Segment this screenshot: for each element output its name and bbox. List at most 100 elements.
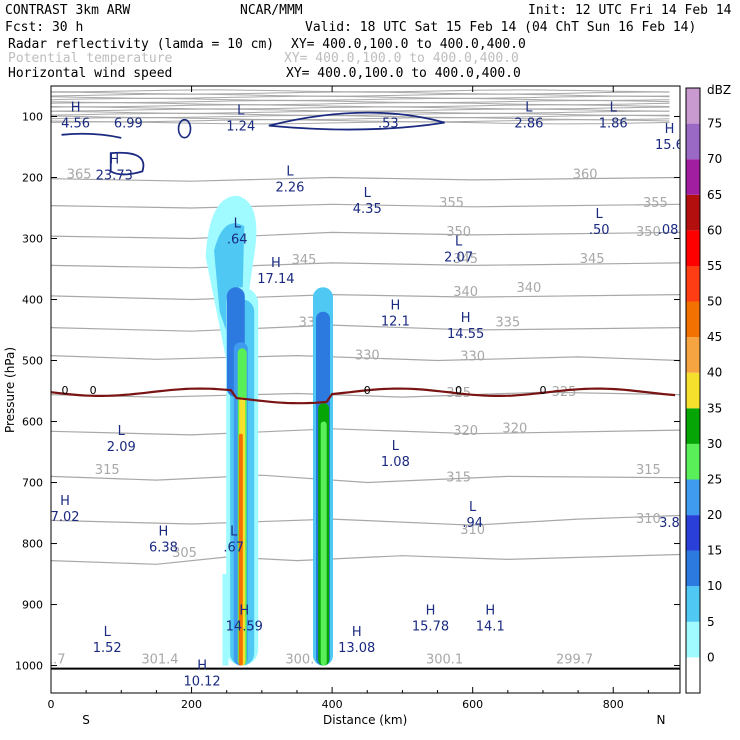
colorbar-label: 15 [707,544,722,558]
colorbar: 0 5 10 15 20 25 30 35 40 45 50 55 60 65 70 75 dBZ [685,83,731,694]
x-tick-label: 800 [603,698,624,711]
colorbar-label: 25 [707,472,722,486]
freezing-level-label: 0 [62,384,69,397]
y-axis-label: Pressure (hPa) [3,347,17,433]
theta-label: 335 [495,315,520,330]
theta-contour-360 [51,176,680,182]
wind-extremum-value: 17.14 [257,272,294,287]
wind-extremum-value: 14.1 [476,620,505,635]
colorbar-swatch [686,301,700,338]
colorbar-swatch [686,88,700,124]
freezing-level-label: 0 [455,384,462,397]
colorbar-label: 75 [707,117,722,131]
colorbar-swatch [686,479,700,516]
wind-extremum-value: 7.02 [51,510,80,525]
theta-bottom-label: 299.7 [556,653,593,668]
theta-contour-upper [51,100,670,103]
colorbar-label: 35 [707,401,722,415]
x-tick-label: 600 [462,698,483,711]
theta-label: 345 [580,252,605,267]
wind-extremum-marker: H [485,604,495,619]
theta-label: 330 [355,348,380,363]
colorbar-label: 45 [707,330,722,344]
colorbar-swatch [686,657,700,693]
x-tick-label: 200 [181,698,202,711]
colorbar-swatch [686,586,700,622]
header-field-reflectivity-xy: XY= 400.0,100.0 to 400.0,400.0 [291,37,526,52]
wind-extremum-value: 6.38 [149,540,178,555]
colorbar-label: 55 [707,259,722,273]
y-tick-label: 900 [22,599,43,612]
wind-extremum-value: 2.86 [514,116,543,131]
freezing-level-label: 0 [90,384,97,397]
axes: 100 200 300 400 500 600 700 800 900 1000 0 200 400 60… [3,85,681,727]
theta-contour-upper [51,102,670,106]
wind-extremum-value: 2.26 [275,181,304,196]
x-end-label-right: N [657,713,666,727]
wind-extremum-marker: L [230,524,238,539]
wind-extremum-marker: H [271,256,281,271]
x-tick-label: 0 [48,698,55,711]
theta-label: 315 [95,463,120,478]
wind-extremum-marker: H [461,311,471,326]
y-tick-label: 500 [22,355,43,368]
wind-extremum-marker: L [596,207,604,222]
colorbar-label: 30 [707,437,722,451]
colorbar-swatch [686,443,700,480]
wind-extremum-value: 2.07 [444,251,473,266]
theta-bottom-label: 301.4 [141,653,178,668]
reflectivity-cell [238,433,243,666]
y-tick-label: 600 [22,416,43,429]
theta-contour-upper [51,91,670,95]
theta-label: 355 [643,196,668,211]
x-tick-label: 400 [322,698,343,711]
wind-extremum-marker: L [234,216,242,231]
header-field-theta: Potential temperature [8,51,173,66]
theta-contour-340 [51,293,680,301]
wind-extremum-value: 2.09 [107,440,136,455]
theta-label: 350 [636,225,661,240]
theta-contour-upper [51,108,670,112]
wind-extremum-marker: L [237,104,245,119]
header-field-wind-xy: XY= 400.0,100.0 to 400.0,400.0 [286,66,521,81]
wind-extremum-marker: L [610,100,618,115]
wind-extremum-value: .53 [378,116,399,131]
x-end-label-left: S [82,713,90,727]
colorbar-swatch [686,123,700,160]
y-tick-label: 1000 [15,660,43,673]
wind-extremum-marker: H [665,122,675,137]
wind-extremum-marker: L [392,439,400,454]
theta-contour-upper [51,106,670,110]
theta-contour-upper [51,98,670,101]
theta-contour-310 [51,514,680,526]
theta-contour-330 [51,354,680,362]
theta-label: 360 [573,168,598,183]
wind-extremum-marker: L [118,424,126,439]
wind-contour [268,111,445,131]
theta-contour-320 [51,428,680,436]
colorbar-label: 65 [707,188,722,202]
theta-contour-upper [51,89,670,93]
wind-extremum-value: 3.8 [659,516,680,531]
theta-contour-upper [51,112,670,116]
header-field-wind: Horizontal wind speed [8,66,172,81]
x-axis-label: Distance (km) [323,713,407,727]
wind-extremum-value: 1.08 [381,455,410,470]
wind-extremum-marker: H [159,524,169,539]
wind-extremum-value: 15.6 [655,138,684,153]
colorbar-label: 20 [707,508,722,522]
theta-label: 310 [636,512,661,527]
header-valid: Valid: 18 UTC Sat 15 Feb 14 (04 ChT Sun … [305,20,696,35]
y-tick-label: 300 [22,233,43,246]
colorbar-swatch [686,515,700,551]
wind-extremum-value: 12.1 [381,315,410,330]
colorbar-swatch [686,408,700,444]
wind-extremum-marker: L [364,186,372,201]
wind-extremum-value: 1.52 [93,641,122,656]
wind-extremum-value: 23.73 [96,168,133,183]
reflectivity-cell [222,574,229,666]
theta-bottom-label: 300.1 [426,653,463,668]
theta-label: 345 [292,253,317,268]
header-init: Init: 12 UTC Fri 14 Feb 14 [528,3,732,18]
